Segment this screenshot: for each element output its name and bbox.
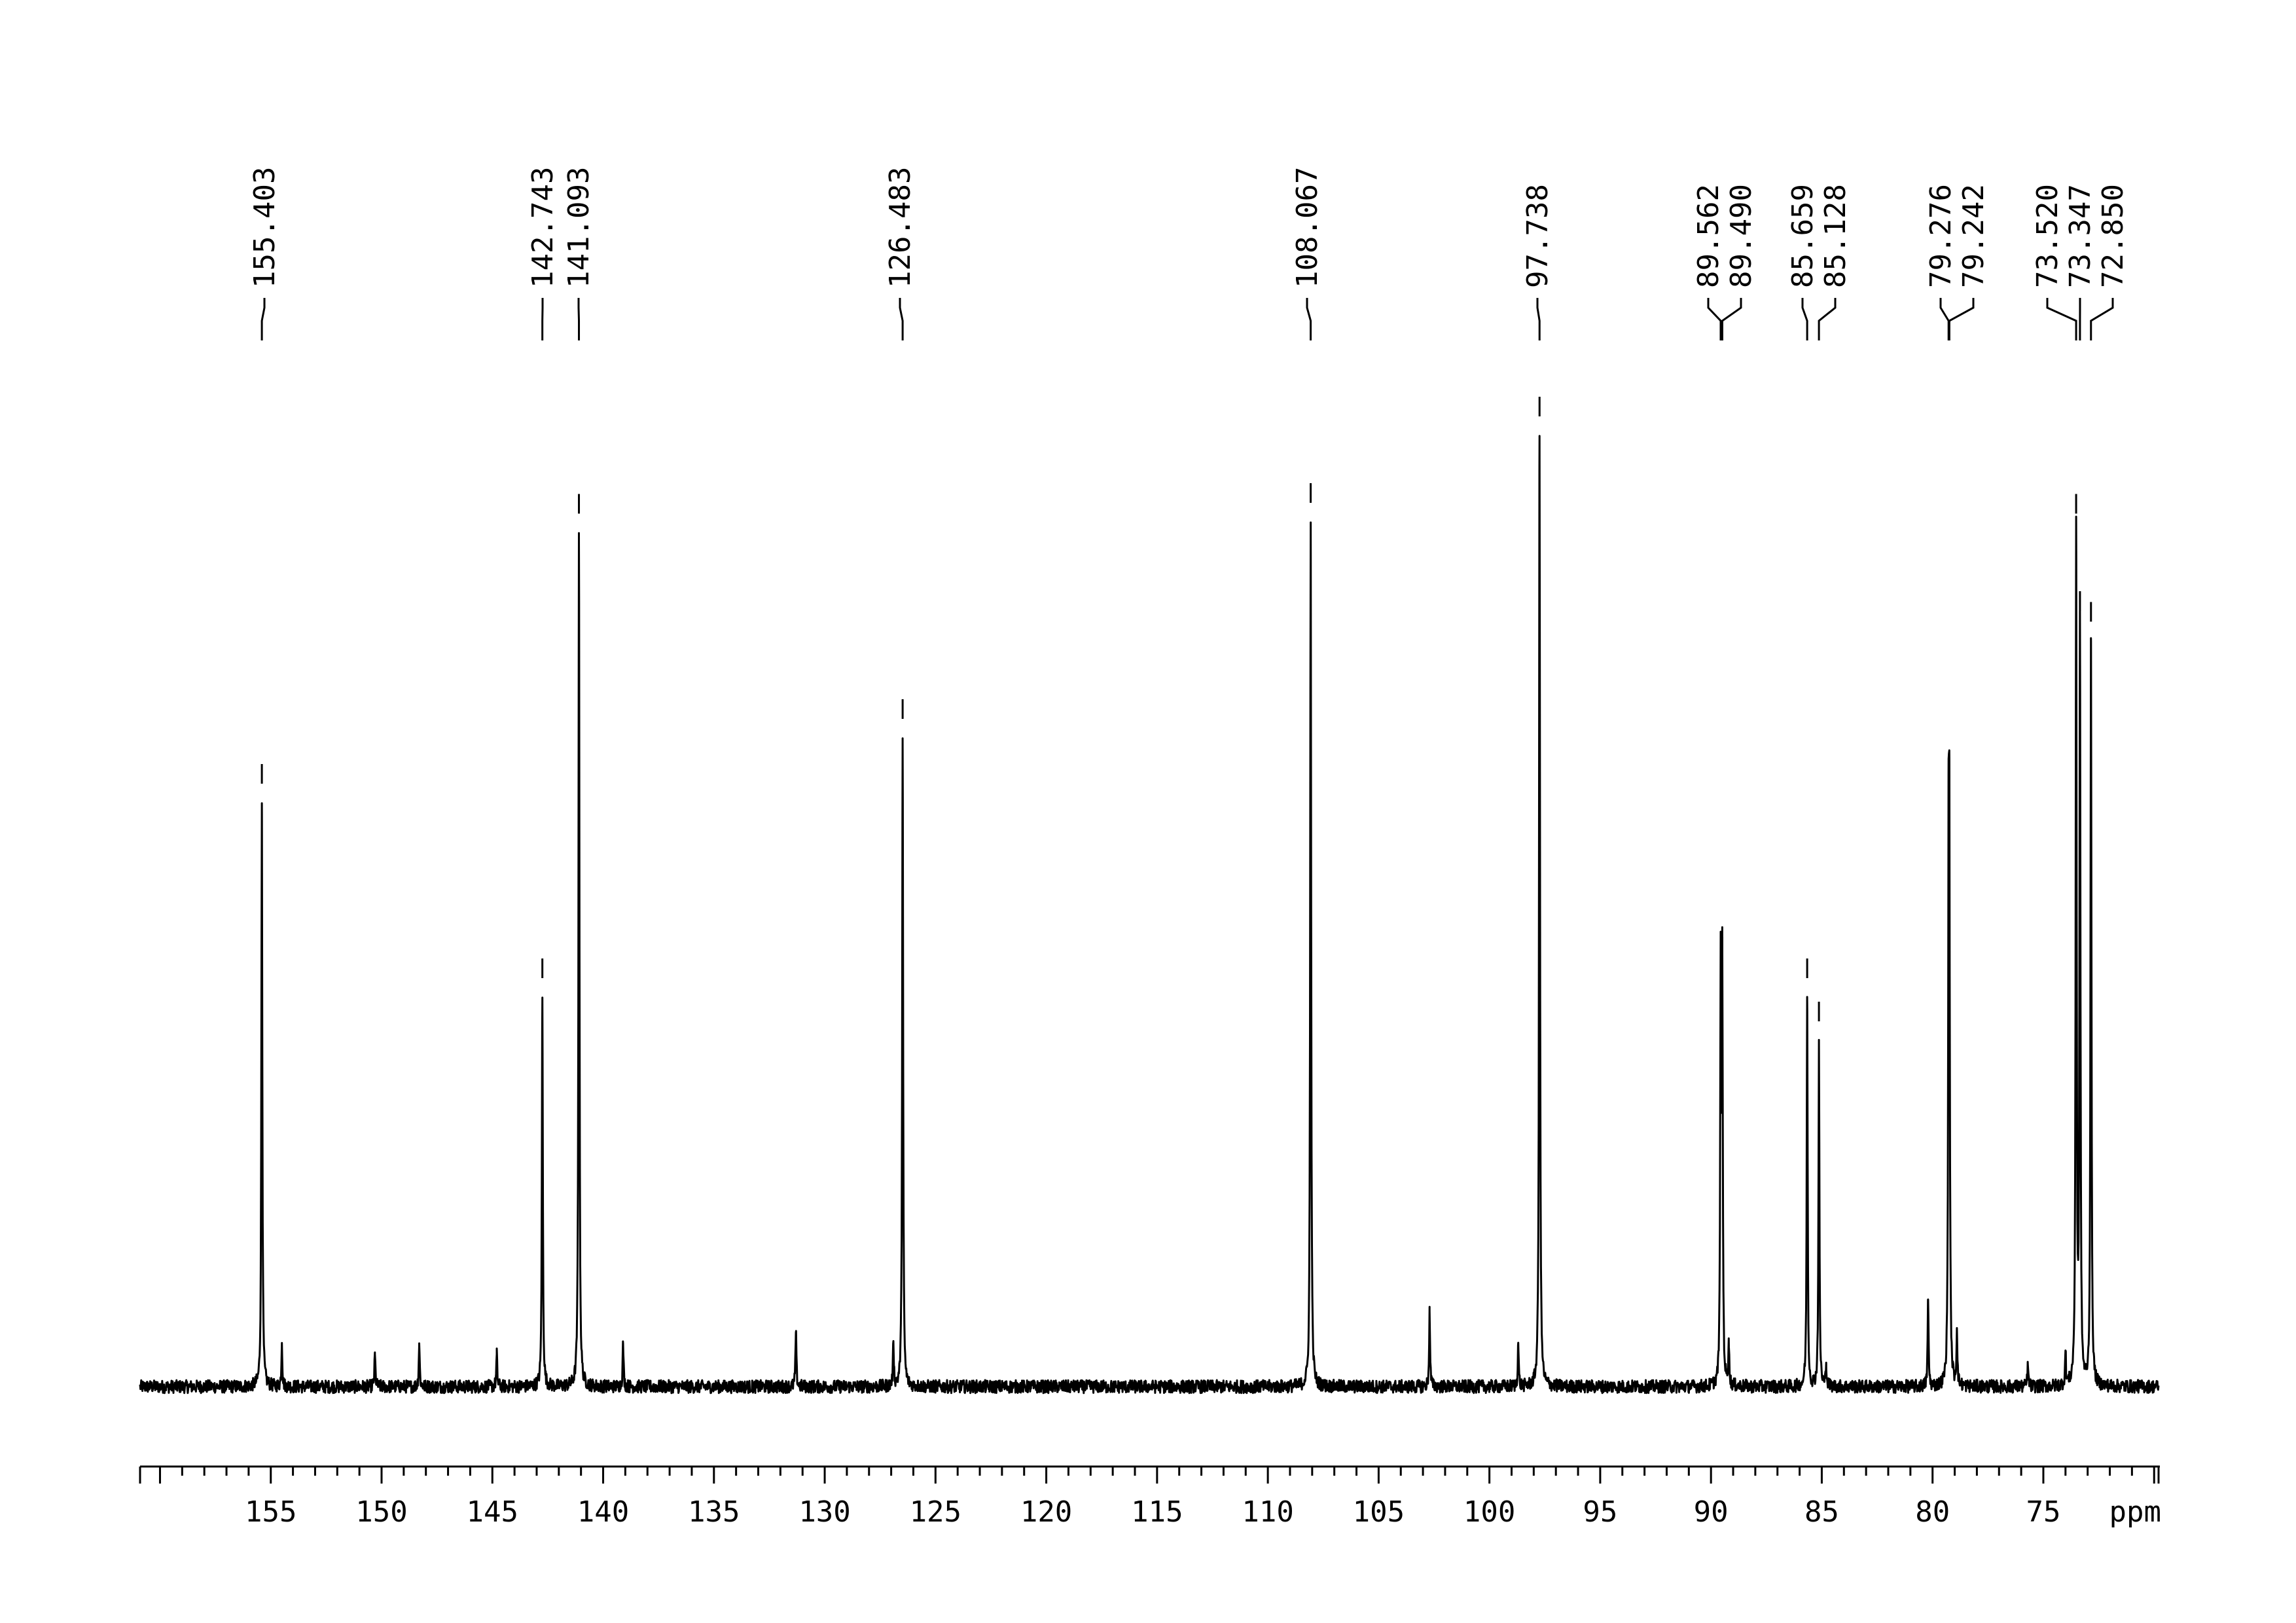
x-tick-label: 130 bbox=[798, 1495, 850, 1529]
x-tick-label: 90 bbox=[1694, 1495, 1729, 1529]
x-tick-label: 140 bbox=[577, 1495, 629, 1529]
peak-label-connector bbox=[1948, 298, 1975, 340]
x-tick-label: 75 bbox=[2026, 1495, 2060, 1529]
peak-label: 155.403 bbox=[248, 167, 281, 340]
x-tick-label: 80 bbox=[1915, 1495, 1950, 1529]
x-tick-label: 135 bbox=[688, 1495, 740, 1529]
peak-label-text: 155.403 bbox=[248, 167, 281, 288]
peak-labels: 155.403 142.743 141.093 126.483 108.067 97.73… bbox=[248, 167, 2130, 340]
peak-label-text: 89.490 bbox=[1725, 184, 1758, 288]
peak-label: 79.276 bbox=[1924, 184, 1958, 340]
x-tick-label: 125 bbox=[910, 1495, 961, 1529]
x-axis-ticks bbox=[139, 1467, 2160, 1484]
peak-label-text: 73.520 bbox=[2031, 184, 2064, 288]
peak-label-connector bbox=[1721, 298, 1742, 340]
peak-label-text: 79.276 bbox=[1924, 184, 1958, 288]
peak-top-markers bbox=[260, 397, 2092, 1021]
peak-label-text: 73.347 bbox=[2064, 184, 2097, 288]
peak-label: 72.850 bbox=[2090, 184, 2130, 340]
peak-label: 85.128 bbox=[1818, 184, 1852, 340]
peak-label-text: 141.093 bbox=[562, 167, 596, 288]
peak-label: 73.347 bbox=[2064, 184, 2097, 340]
peak-label: 79.242 bbox=[1948, 184, 1990, 340]
x-tick-label: 85 bbox=[1804, 1495, 1839, 1529]
peak-label-connector bbox=[899, 298, 904, 340]
x-tick-label: 155 bbox=[245, 1495, 296, 1529]
peak-label: 142.743 bbox=[526, 167, 560, 340]
peak-label-connector bbox=[1801, 298, 1808, 340]
x-tick-label: 105 bbox=[1353, 1495, 1405, 1529]
peak-label: 89.562 bbox=[1692, 184, 1725, 340]
peak-label-text: 85.128 bbox=[1819, 184, 1852, 288]
x-tick-label: 110 bbox=[1242, 1495, 1293, 1529]
peak-label-text: 89.562 bbox=[1692, 184, 1725, 288]
peak-label-connector bbox=[1536, 298, 1541, 340]
peak-label-connector bbox=[260, 298, 266, 340]
peak-label-text: 72.850 bbox=[2096, 184, 2130, 288]
x-tick-label: 120 bbox=[1020, 1495, 1072, 1529]
peak-label-connector bbox=[2090, 298, 2114, 340]
peak-label: 108.067 bbox=[1291, 167, 1324, 340]
x-tick-label: 145 bbox=[467, 1495, 518, 1529]
x-axis-tick-labels: 155 150 145 140 135 130 125 120 115 110 105 100 95 90… bbox=[245, 1495, 2060, 1529]
peak-label-connector bbox=[1306, 298, 1312, 340]
peak-label-text: 85.659 bbox=[1786, 184, 1820, 288]
peak-label-text: 79.242 bbox=[1957, 184, 1990, 288]
x-tick-label: 100 bbox=[1463, 1495, 1515, 1529]
spectrum-trace bbox=[139, 435, 2160, 1395]
peak-label: 97.738 bbox=[1521, 184, 1554, 340]
peak-label-text: 97.738 bbox=[1521, 184, 1554, 288]
peak-label: 141.093 bbox=[562, 167, 596, 340]
peak-label-text: 126.483 bbox=[884, 167, 917, 288]
peak-label: 85.659 bbox=[1786, 184, 1820, 340]
x-tick-label: 115 bbox=[1131, 1495, 1183, 1529]
x-axis-unit-label: ppm bbox=[2109, 1495, 2161, 1529]
x-tick-label: 150 bbox=[355, 1495, 407, 1529]
peak-label-connector bbox=[2046, 298, 2077, 340]
peak-label: 73.520 bbox=[2031, 184, 2077, 340]
peak-label-connector bbox=[1707, 298, 1722, 340]
peak-label-connector bbox=[1818, 298, 1837, 340]
peak-label: 126.483 bbox=[884, 167, 917, 340]
peak-label-text: 142.743 bbox=[526, 167, 560, 288]
peak-label: 89.490 bbox=[1721, 184, 1758, 340]
x-tick-label: 95 bbox=[1583, 1495, 1617, 1529]
peak-label-text: 108.067 bbox=[1291, 167, 1324, 288]
